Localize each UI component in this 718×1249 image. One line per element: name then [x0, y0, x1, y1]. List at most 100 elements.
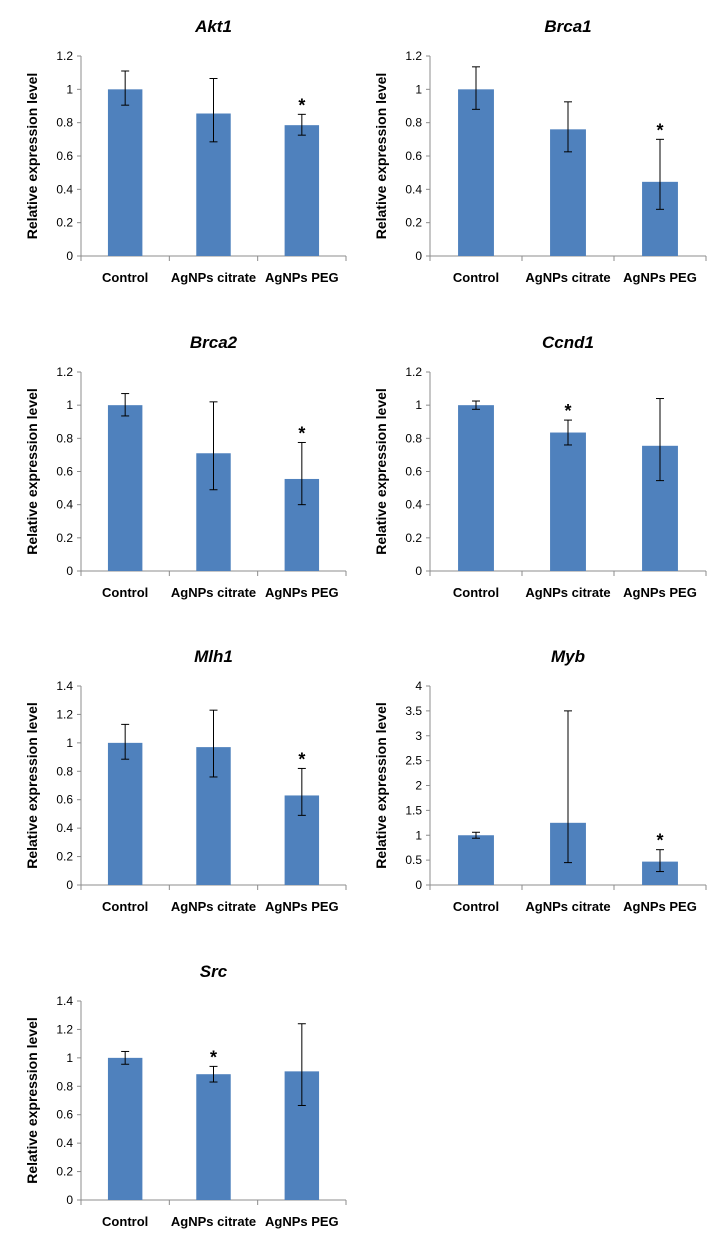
bar-3 — [284, 125, 320, 257]
chart-title: Myb — [551, 647, 585, 666]
chart-panel-1: Akt1 Relative expression level 0 0.2 0.4 0.6 0… — [24, 17, 347, 285]
x-tick-label: AgNPs citrate — [171, 270, 256, 285]
chart-title: Akt1 — [194, 17, 232, 36]
y-tick-label: 0.4 — [56, 182, 73, 196]
y-tick-label: 0.8 — [56, 116, 73, 130]
x-tick-label: AgNPs PEG — [265, 585, 339, 600]
bar-1 — [107, 742, 143, 885]
y-axis-label: Relative expression level — [373, 73, 389, 240]
x-tick-label: Control — [453, 899, 499, 914]
x-tick-label: Control — [102, 899, 148, 914]
y-tick-label: 0.4 — [56, 498, 73, 512]
chart-panel-5: Mlh1 Relative expression level 0 0.2 0.4 0.6 0… — [24, 647, 347, 914]
y-tick-label: 0.8 — [405, 431, 422, 445]
y-tick-label: 0 — [66, 1193, 73, 1207]
x-tick-label: AgNPs PEG — [623, 899, 697, 914]
chart-title: Mlh1 — [194, 647, 233, 666]
y-tick-label: 1 — [415, 82, 422, 96]
x-tick-label: AgNPs PEG — [623, 270, 697, 285]
bar-2 — [196, 1074, 231, 1200]
y-tick-label: 0.6 — [56, 465, 73, 479]
y-axis-label: Relative expression level — [24, 388, 40, 555]
y-tick-label: 0 — [415, 249, 422, 263]
bar-3 — [642, 861, 678, 885]
y-tick-label: 1 — [415, 398, 422, 412]
y-tick-label: 1.4 — [56, 994, 73, 1008]
chart-panel-3: Brca2 Relative expression level 0 0.2 0.4 0.6… — [24, 333, 347, 600]
x-tick-label: AgNPs PEG — [265, 1214, 339, 1229]
x-tick-label: AgNPs citrate — [525, 270, 610, 285]
y-axis-label: Relative expression level — [24, 1017, 40, 1184]
y-axis-label: Relative expression level — [373, 702, 389, 869]
bar-1 — [458, 405, 494, 571]
x-tick-label: AgNPs citrate — [525, 585, 610, 600]
y-tick-label: 0.2 — [405, 531, 422, 545]
y-tick-label: 1 — [66, 1051, 73, 1065]
bar-1 — [458, 89, 494, 256]
y-tick-label: 0.5 — [405, 853, 422, 867]
significance-marker: * — [298, 423, 305, 443]
y-tick-label: 0 — [66, 564, 73, 578]
y-tick-label: 2.5 — [405, 754, 422, 768]
chart-title: Brca1 — [544, 17, 591, 36]
y-tick-label: 1.2 — [56, 1022, 73, 1036]
y-axis-label: Relative expression level — [373, 388, 389, 555]
y-tick-label: 0 — [66, 878, 73, 892]
y-tick-label: 1 — [415, 828, 422, 842]
significance-marker: * — [656, 831, 663, 851]
x-tick-label: AgNPs citrate — [525, 899, 610, 914]
y-tick-label: 3.5 — [405, 704, 422, 718]
bar-1 — [458, 835, 494, 885]
y-tick-label: 0.6 — [405, 465, 422, 479]
bar-2 — [550, 432, 586, 571]
y-tick-label: 1 — [66, 736, 73, 750]
y-tick-label: 1.2 — [56, 365, 73, 379]
y-tick-label: 0.6 — [405, 149, 422, 163]
x-tick-label: AgNPs citrate — [171, 899, 256, 914]
y-tick-label: 0.2 — [405, 216, 422, 230]
x-tick-label: AgNPs PEG — [265, 270, 339, 285]
x-tick-label: Control — [102, 270, 148, 285]
x-tick-label: AgNPs PEG — [623, 585, 697, 600]
x-tick-label: AgNPs citrate — [171, 585, 256, 600]
y-tick-label: 3 — [415, 729, 422, 743]
y-tick-label: 1.4 — [56, 679, 73, 693]
chart-panel-7: Src Relative expression level 0 0.2 0.4 0.6 0.… — [24, 962, 347, 1229]
y-axis-label: Relative expression level — [24, 702, 40, 869]
y-tick-label: 0 — [415, 878, 422, 892]
significance-marker: * — [210, 1047, 217, 1067]
x-tick-label: AgNPs PEG — [265, 899, 339, 914]
x-tick-label: Control — [102, 585, 148, 600]
y-tick-label: 1 — [66, 398, 73, 412]
y-tick-label: 0 — [415, 564, 422, 578]
y-tick-label: 0 — [66, 249, 73, 263]
chart-title: Src — [200, 962, 228, 981]
y-tick-label: 1.2 — [56, 49, 73, 63]
bar-1 — [107, 89, 143, 256]
chart-title: Ccnd1 — [542, 333, 594, 352]
y-tick-label: 0.4 — [405, 182, 422, 196]
x-tick-label: Control — [102, 1214, 148, 1229]
y-tick-label: 0.2 — [56, 531, 73, 545]
y-tick-label: 0.8 — [405, 116, 422, 130]
y-tick-label: 1.2 — [405, 49, 422, 63]
significance-marker: * — [564, 401, 571, 421]
chart-title: Brca2 — [190, 333, 238, 352]
y-tick-label: 0.2 — [56, 216, 73, 230]
bar-1 — [107, 1057, 143, 1200]
y-tick-label: 0.2 — [56, 850, 73, 864]
y-tick-label: 0.4 — [405, 498, 422, 512]
significance-marker: * — [298, 749, 305, 769]
y-tick-label: 1.2 — [56, 707, 73, 721]
x-tick-label: Control — [453, 585, 499, 600]
y-tick-label: 1 — [66, 82, 73, 96]
y-tick-label: 0.6 — [56, 1108, 73, 1122]
y-tick-label: 0.8 — [56, 431, 73, 445]
y-tick-label: 4 — [415, 679, 422, 693]
y-tick-label: 0.6 — [56, 793, 73, 807]
y-tick-label: 0.8 — [56, 1079, 73, 1093]
x-tick-label: Control — [453, 270, 499, 285]
y-tick-label: 2 — [415, 779, 422, 793]
y-tick-label: 0.4 — [56, 1136, 73, 1150]
